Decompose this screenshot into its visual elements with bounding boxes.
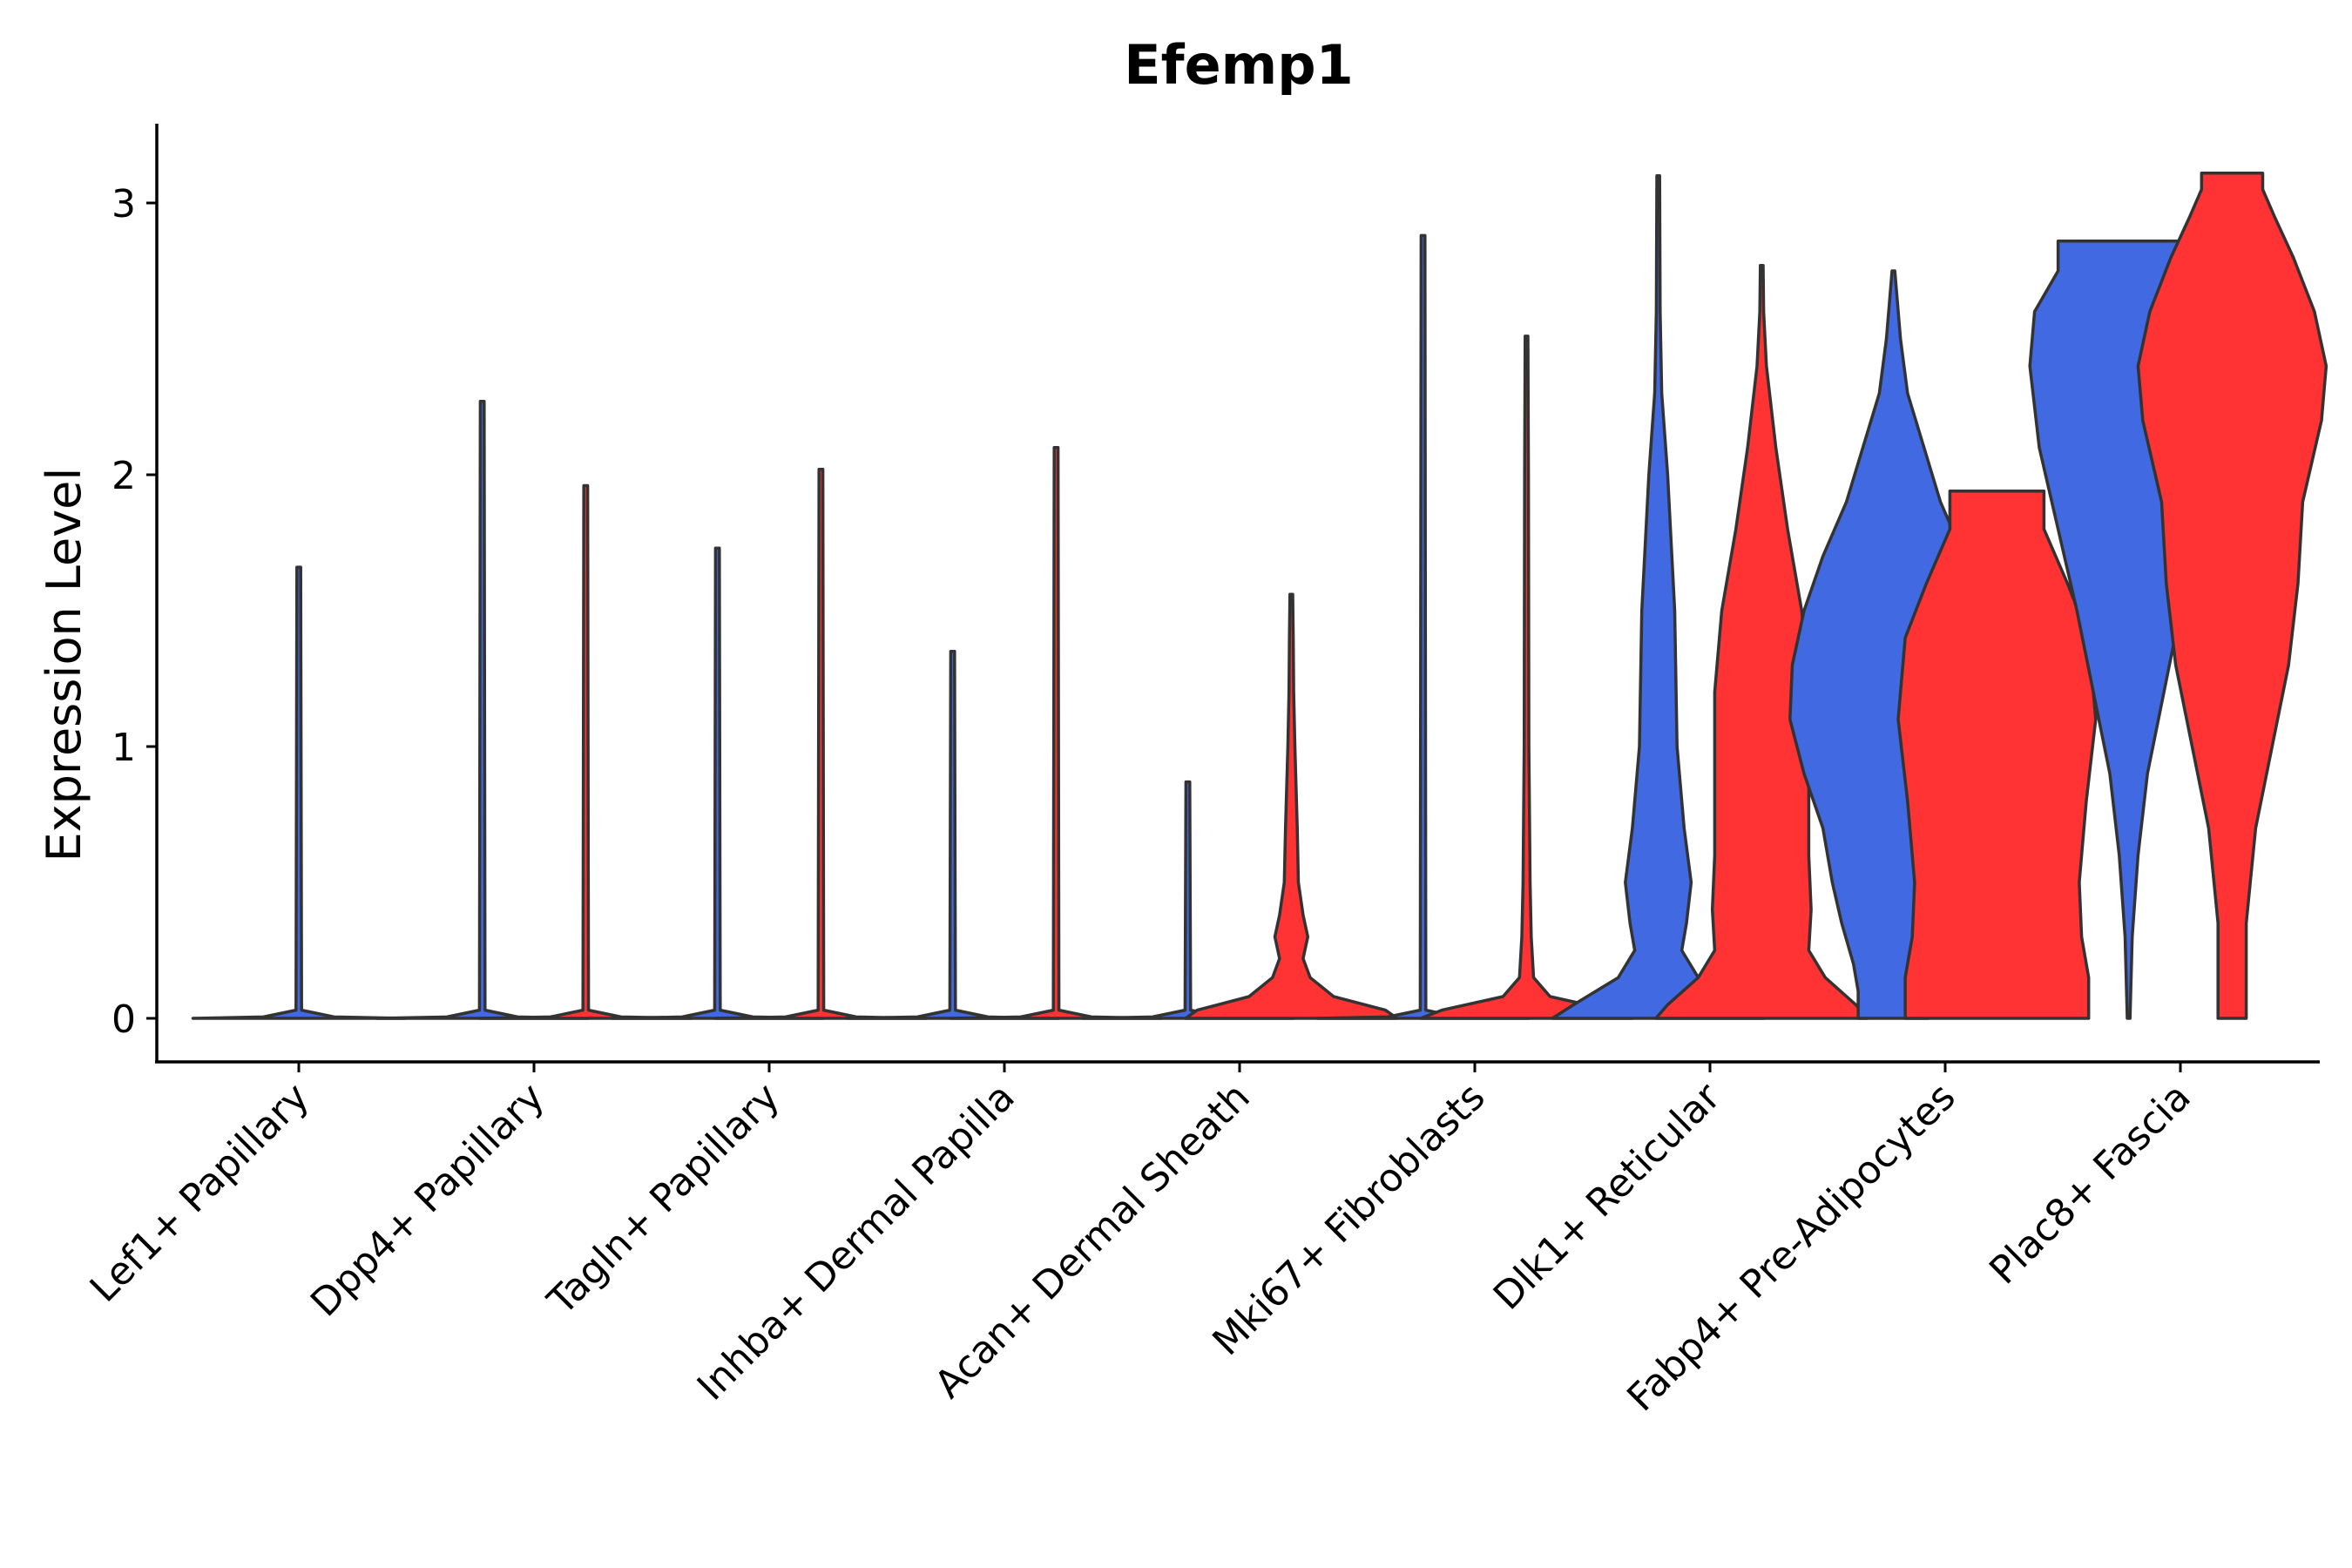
- y-tick-label-1: 1: [112, 726, 136, 770]
- violin-lef1-papillary-group-1: [191, 565, 407, 1020]
- violin-fabp4-pre-adipocytes-group-2: [1896, 489, 2098, 1020]
- violin-plac8-fascia-group-2: [2136, 171, 2328, 1020]
- violin-dlk1-reticular-group-1: [1551, 174, 1766, 1020]
- violin-inhba-dermal-papilla-group-1: [845, 650, 1060, 1020]
- violin-mki67-fibroblasts-group-1: [1315, 233, 1531, 1020]
- y-axis: 0 1 2 3: [112, 124, 159, 1062]
- x-tick-label-plac8-fascia: Plac8+ Fascia: [1981, 1075, 2200, 1294]
- violin-acan-dermal-sheath-group-2: [1184, 592, 1399, 1020]
- violin-dlk1-reticular-group-2: [1654, 264, 1869, 1020]
- violin-group: [191, 171, 2328, 1020]
- violin-dpp4-papillary-group-1: [375, 400, 590, 1020]
- x-tick-label-tagln-papillary: Tagln+ Papillary: [539, 1075, 788, 1324]
- violin-acan-dermal-sheath-group-1: [1080, 780, 1295, 1020]
- x-tick-label-dlk1-reticular: Dlk1+ Reticular: [1485, 1074, 1730, 1319]
- violin-mki67-fibroblasts-group-2: [1419, 335, 1634, 1020]
- violin-dpp4-papillary-group-2: [478, 483, 693, 1020]
- x-tick-label-mki67-fibroblasts: Mki67+ Fibroblasts: [1204, 1075, 1493, 1364]
- violin-tagln-papillary-group-1: [610, 546, 825, 1020]
- y-tick-label-0: 0: [112, 997, 136, 1042]
- y-axis-label: Expression Level: [37, 468, 91, 862]
- x-tick-label-dpp4-papillary: Dpp4+ Papillary: [302, 1075, 553, 1326]
- y-tick-label-2: 2: [112, 454, 136, 498]
- x-tick-label-lef1-papillary: Lef1+ Papillary: [82, 1075, 318, 1311]
- violin-tagln-papillary-group-2: [713, 468, 929, 1020]
- y-tick-label-3: 3: [112, 182, 136, 226]
- violin-inhba-dermal-papilla-group-2: [949, 446, 1164, 1020]
- chart-title: Efemp1: [1124, 33, 1354, 97]
